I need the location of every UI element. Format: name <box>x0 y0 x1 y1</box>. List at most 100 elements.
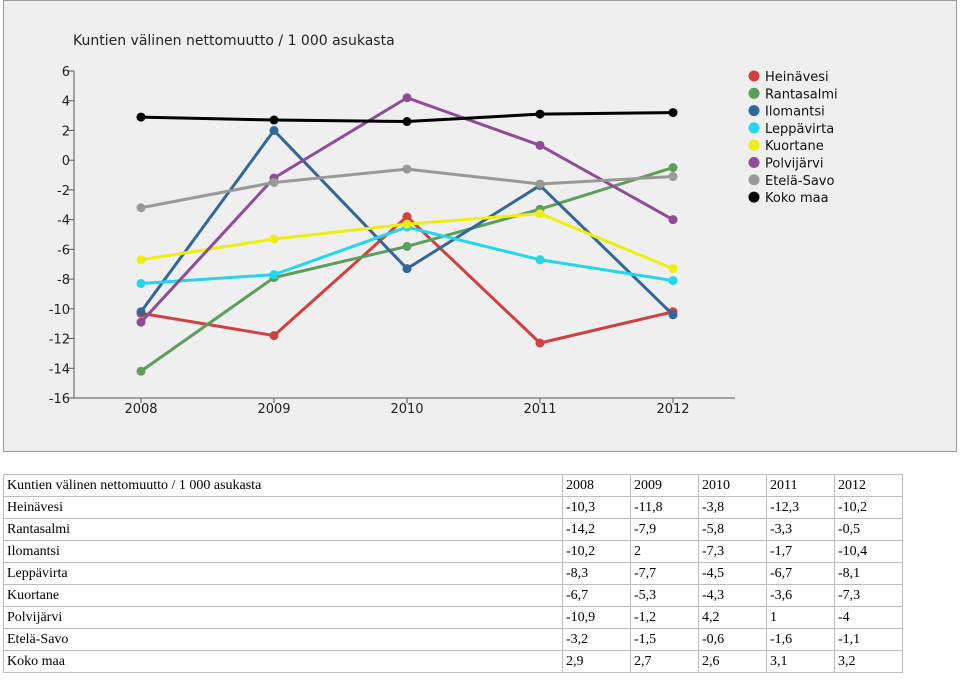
data-point-ilomantsi <box>668 310 678 320</box>
y-tick-label: 4 <box>62 95 70 110</box>
y-tick-label: -16 <box>49 392 70 407</box>
table-cell: -1,6 <box>766 628 835 651</box>
data-point-etel-savo <box>269 177 279 187</box>
table-header-cell: Kuntien välinen nettomuutto / 1 000 asuk… <box>3 474 563 497</box>
table-row-label: Heinävesi <box>3 496 563 519</box>
table-cell: -8,1 <box>834 562 903 585</box>
table-cell: 2,9 <box>562 650 631 673</box>
y-tick-label: -4 <box>57 214 70 229</box>
table-cell: 2,7 <box>630 650 699 673</box>
table-cell: -10,9 <box>562 606 631 629</box>
table-cell: -4,3 <box>698 584 767 607</box>
table-cell: -5,3 <box>630 584 699 607</box>
table-header-cell: 2008 <box>562 474 631 497</box>
table-cell: -3,6 <box>766 584 835 607</box>
table-cell: 3,2 <box>834 650 903 673</box>
table-row: Koko maa 2,9 2,7 2,6 3,1 3,2 <box>3 650 903 673</box>
table-row: Heinävesi -10,3 -11,8 -3,8 -12,3 -10,2 <box>3 496 903 519</box>
table-header-cell: 2009 <box>630 474 699 497</box>
legend-label: Etelä-Savo <box>765 174 834 189</box>
data-point-etel-savo <box>535 179 545 189</box>
legend-marker <box>748 87 760 99</box>
y-tick-label: 2 <box>62 124 70 139</box>
y-tick-label: -6 <box>57 243 70 258</box>
legend-marker <box>748 70 760 82</box>
table-cell: -6,7 <box>562 584 631 607</box>
x-tick-label: 2009 <box>257 402 290 417</box>
table-cell: 2 <box>630 540 699 563</box>
legend-label: Kuortane <box>765 139 824 154</box>
data-point-polvij-rvi <box>136 317 146 327</box>
x-axis-ticks: 2008 2009 2010 2011 2012 <box>124 398 690 417</box>
table-row-label: Ilomantsi <box>3 540 563 563</box>
table-row-label: Leppävirta <box>3 562 563 585</box>
data-point-hein-vesi <box>402 212 412 222</box>
y-tick-label: -8 <box>57 273 70 288</box>
legend-label: Ilomantsi <box>765 105 825 120</box>
legend-marker <box>748 191 760 203</box>
legend-label: Rantasalmi <box>765 87 838 102</box>
table-cell: 3,1 <box>766 650 835 673</box>
y-tick-label: 6 <box>62 65 70 80</box>
data-point-lepp-virta <box>136 279 146 289</box>
table-cell: -7,3 <box>834 584 903 607</box>
table-row-label: Kuortane <box>3 584 563 607</box>
table-cell: -7,7 <box>630 562 699 585</box>
data-point-kuortane <box>535 209 545 219</box>
table-cell: -0,5 <box>834 518 903 541</box>
table-row: Ilomantsi -10,2 2 -7,3 -1,7 -10,4 <box>3 540 903 563</box>
data-point-polvij-rvi <box>535 140 545 150</box>
data-point-polvij-rvi <box>668 215 678 225</box>
data-point-etel-savo <box>402 164 412 174</box>
data-point-etel-savo <box>136 203 146 213</box>
table-cell: -1,5 <box>630 628 699 651</box>
table-header-row: Kuntien välinen nettomuutto / 1 000 asuk… <box>3 474 903 497</box>
data-point-kuortane <box>402 219 412 229</box>
legend-label: Heinävesi <box>765 70 829 85</box>
legend-label: Polvijärvi <box>765 157 823 172</box>
data-point-lepp-virta <box>535 255 545 265</box>
data-point-kuortane <box>136 255 146 265</box>
x-tick-label: 2010 <box>390 402 423 417</box>
chart-panel: Kuntien välinen nettomuutto / 1 000 asuk… <box>3 0 957 452</box>
data-point-rantasalmi <box>668 163 678 173</box>
table-cell: 2,6 <box>698 650 767 673</box>
table-header-cell: 2011 <box>766 474 835 497</box>
data-point-rantasalmi <box>136 366 146 376</box>
table-cell: -3,8 <box>698 496 767 519</box>
y-tick-label: -12 <box>49 333 70 348</box>
y-tick-label: 0 <box>62 154 70 169</box>
data-point-kuortane <box>269 234 279 244</box>
y-tick-label: -10 <box>49 303 70 318</box>
table-cell: -1,2 <box>630 606 699 629</box>
legend-label: Leppävirta <box>765 122 834 137</box>
table-header-cell: 2012 <box>834 474 903 497</box>
series-layer <box>136 93 678 376</box>
data-point-koko-maa <box>535 109 545 119</box>
data-point-koko-maa <box>269 115 279 125</box>
legend-marker <box>748 122 760 134</box>
legend-marker <box>748 174 760 186</box>
legend-marker <box>748 139 760 151</box>
data-point-ilomantsi <box>402 264 412 274</box>
table-cell: -14,2 <box>562 518 631 541</box>
x-tick-label: 2008 <box>124 402 157 417</box>
table-cell: -3,3 <box>766 518 835 541</box>
y-tick-label: -14 <box>49 362 70 377</box>
table-cell: -10,2 <box>562 540 631 563</box>
table-cell: -7,3 <box>698 540 767 563</box>
table-cell: 1 <box>766 606 835 629</box>
table-cell: -5,8 <box>698 518 767 541</box>
data-point-koko-maa <box>668 108 678 118</box>
x-tick-label: 2012 <box>656 402 689 417</box>
data-point-lepp-virta <box>668 276 678 286</box>
table-cell: -4 <box>834 606 903 629</box>
data-point-lepp-virta <box>269 270 279 280</box>
line-chart: Kuntien välinen nettomuutto / 1 000 asuk… <box>49 33 838 417</box>
data-point-ilomantsi <box>269 125 279 135</box>
table-cell: -10,3 <box>562 496 631 519</box>
table-body: Kuntien välinen nettomuutto / 1 000 asuk… <box>3 474 903 673</box>
table-cell: -1,1 <box>834 628 903 651</box>
table-header-cell: 2010 <box>698 474 767 497</box>
table-cell: -0,6 <box>698 628 767 651</box>
